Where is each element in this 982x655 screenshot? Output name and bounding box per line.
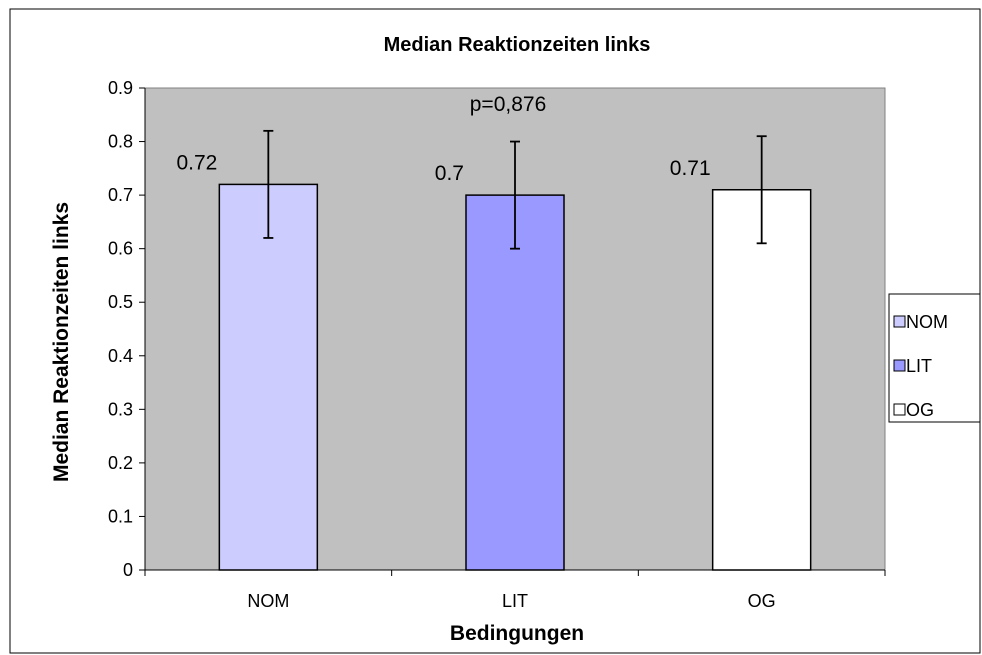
bars <box>218 183 812 571</box>
legend-swatch <box>893 359 906 372</box>
p-value-annotation: p=0,876 <box>470 93 547 116</box>
y-tick-label: 0.2 <box>108 453 133 473</box>
y-tick-label: 0.7 <box>108 185 133 205</box>
x-tick-label: NOM <box>247 591 289 611</box>
data-label-og: 0.71 <box>670 157 711 180</box>
legend-label: NOM <box>906 312 948 332</box>
legend-entry-og: OG <box>893 400 934 420</box>
legend: NOM LIT OG <box>888 293 981 423</box>
y-tick-label: 0.9 <box>108 78 133 98</box>
data-labels: 0.72 0.7 0.71 <box>176 151 710 185</box>
y-tick-label: 0.6 <box>108 239 133 259</box>
y-tick-label: 0.4 <box>108 346 133 366</box>
legend-label: LIT <box>906 356 932 376</box>
bar-og <box>711 189 812 571</box>
y-tick-label: 0.8 <box>108 132 133 152</box>
bar-nom <box>218 183 319 571</box>
y-tick-label: 0.1 <box>108 506 133 526</box>
error-bars <box>263 129 767 250</box>
error-bar-og <box>756 135 767 245</box>
x-tick-label: LIT <box>502 591 528 611</box>
y-tick-label: 0.3 <box>108 399 133 419</box>
chart-title: Median Reaktionzeiten links <box>384 34 651 56</box>
legend-swatch <box>893 315 906 328</box>
legend-label: OG <box>906 400 934 420</box>
legend-entry-lit: LIT <box>893 356 932 376</box>
error-bar-lit <box>510 140 520 250</box>
x-axis-label: Bedingungen <box>450 622 584 645</box>
x-tick-label: OG <box>748 591 776 611</box>
data-label-nom: 0.72 <box>176 151 217 174</box>
y-tick-label: 0.5 <box>108 292 133 312</box>
bar-lit <box>465 194 565 571</box>
y-axis: 0 0.1 0.2 0.3 0.4 0.5 0.6 0.7 0.8 0.9 <box>108 78 146 580</box>
legend-box <box>888 293 981 423</box>
error-bar-nom <box>263 129 274 239</box>
legend-entry-nom: NOM <box>893 312 948 332</box>
y-tick-label: 0 <box>123 560 133 580</box>
data-label-lit: 0.7 <box>435 162 464 185</box>
y-axis-label: Median Reaktionzeiten links <box>50 202 73 482</box>
legend-swatch <box>893 403 906 416</box>
